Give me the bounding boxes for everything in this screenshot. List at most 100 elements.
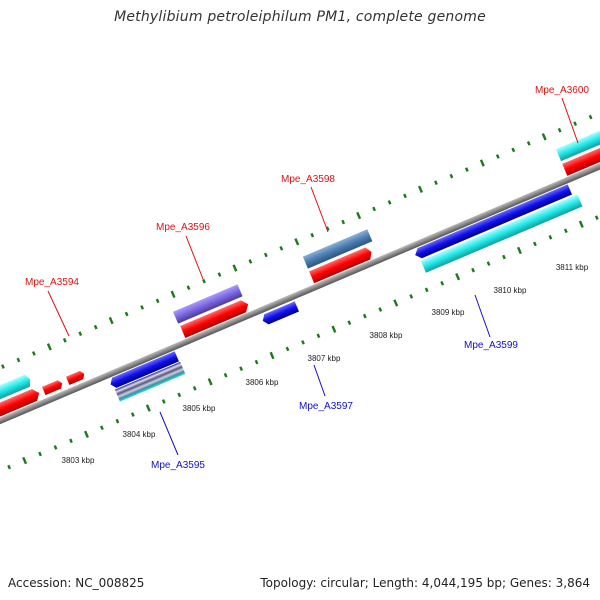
leader-line	[313, 364, 326, 397]
minor-tick	[471, 267, 475, 273]
gene-label-mpe-a3600: Mpe_A3600	[535, 85, 589, 96]
minor-tick	[38, 451, 42, 457]
minor-tick	[588, 114, 593, 120]
gene-block-purple	[173, 284, 243, 324]
minor-tick	[440, 280, 445, 286]
scale-label: 3809 kbp	[432, 308, 465, 317]
gene-label-mpe-a3594: Mpe_A3594	[25, 277, 79, 288]
minor-tick	[526, 141, 531, 146]
minor-tick	[316, 333, 321, 339]
major-tick	[22, 456, 28, 465]
gene-arrow-red	[180, 300, 249, 338]
scale-label: 3803 kbp	[62, 456, 95, 465]
minor-tick	[78, 331, 83, 337]
minor-tick	[217, 272, 222, 277]
gene-label-leaders	[47, 97, 579, 456]
leader-line	[47, 290, 70, 337]
minor-tick	[31, 351, 36, 356]
minor-tick	[248, 259, 253, 264]
accession-text: Accession: NC_008825	[8, 576, 145, 590]
gene-block-slate	[302, 229, 373, 269]
minor-tick	[223, 372, 228, 378]
minor-tick	[254, 359, 259, 365]
minor-tick	[464, 167, 469, 172]
minor-tick	[130, 412, 135, 417]
minor-tick	[424, 287, 429, 293]
minor-tick	[533, 241, 537, 247]
gene-block-striped	[114, 361, 186, 402]
minor-tick	[53, 445, 58, 450]
minor-tick	[239, 366, 243, 371]
minor-tick	[140, 305, 145, 310]
scale-labels: 3803 kbp 3804 kbp 3805 kbp 3806 kbp 3807…	[62, 263, 589, 465]
minor-tick	[387, 200, 392, 205]
minor-tick	[573, 121, 578, 126]
minor-tick	[511, 147, 516, 153]
major-tick	[541, 133, 547, 141]
major-tick	[578, 220, 584, 228]
leader-line	[159, 411, 179, 456]
minor-tick	[186, 285, 191, 291]
major-tick	[145, 404, 151, 412]
minor-tick	[310, 232, 315, 238]
minor-tick	[263, 252, 268, 258]
minor-tick	[93, 324, 98, 330]
gene-label-mpe-a3598: Mpe_A3598	[281, 174, 335, 185]
gene-arrow-red	[309, 247, 372, 284]
minor-tick	[378, 307, 383, 312]
minor-tick	[69, 438, 73, 444]
major-tick	[232, 264, 238, 272]
minor-tick	[449, 173, 454, 179]
gene-arrow-blue	[262, 301, 299, 325]
minor-tick	[285, 346, 290, 352]
gene-label-mpe-a3599: Mpe_A3599	[464, 340, 518, 351]
minor-tick	[362, 313, 367, 319]
scale-label: 3806 kbp	[246, 378, 279, 387]
minor-tick	[403, 193, 407, 199]
scale-label: 3805 kbp	[183, 404, 216, 413]
minor-tick	[279, 246, 284, 251]
minor-tick	[192, 386, 197, 391]
major-tick	[356, 211, 362, 220]
gene-arrow-cyan	[0, 374, 31, 419]
scale-label: 3807 kbp	[308, 354, 341, 363]
leader-line	[185, 235, 204, 280]
minor-tick	[155, 298, 160, 304]
major-tick	[393, 299, 399, 307]
minor-tick	[161, 399, 166, 404]
gene-label-mpe-a3595: Mpe_A3595	[151, 460, 205, 471]
major-tick	[294, 238, 300, 246]
scale-label: 3811 kbp	[556, 263, 589, 272]
minor-tick	[16, 357, 21, 363]
minor-tick	[347, 320, 352, 325]
leader-line	[561, 97, 579, 144]
major-tick	[418, 185, 423, 193]
minor-tick	[409, 294, 414, 299]
minor-tick	[557, 127, 562, 133]
scale-label: 3804 kbp	[123, 430, 156, 439]
leader-line	[310, 186, 329, 233]
minor-tick	[115, 418, 120, 424]
minor-tick	[124, 311, 129, 317]
minor-tick	[202, 278, 206, 284]
major-tick	[269, 351, 275, 360]
minor-tick	[7, 464, 12, 470]
gene-labels: Mpe_A3594 Mpe_A3595 Mpe_A3596 Mpe_A3597 …	[25, 85, 589, 471]
major-tick	[170, 290, 176, 299]
minor-tick	[434, 180, 438, 186]
gene-arrow-red	[65, 370, 85, 385]
chromosome-backbone	[0, 97, 600, 456]
minor-tick	[100, 425, 104, 431]
minor-tick	[563, 228, 568, 234]
minor-tick	[301, 340, 305, 345]
gene-arrow-blue	[415, 184, 572, 259]
gene-arrow-red	[42, 380, 63, 396]
genome-summary-text: Topology: circular; Length: 4,044,195 bp…	[260, 576, 590, 590]
major-tick	[455, 273, 461, 281]
major-tick	[46, 343, 52, 351]
gene-block-cyan	[555, 110, 600, 162]
major-tick	[479, 159, 485, 167]
minor-tick	[177, 392, 182, 398]
gene-arrow-red	[562, 124, 600, 176]
